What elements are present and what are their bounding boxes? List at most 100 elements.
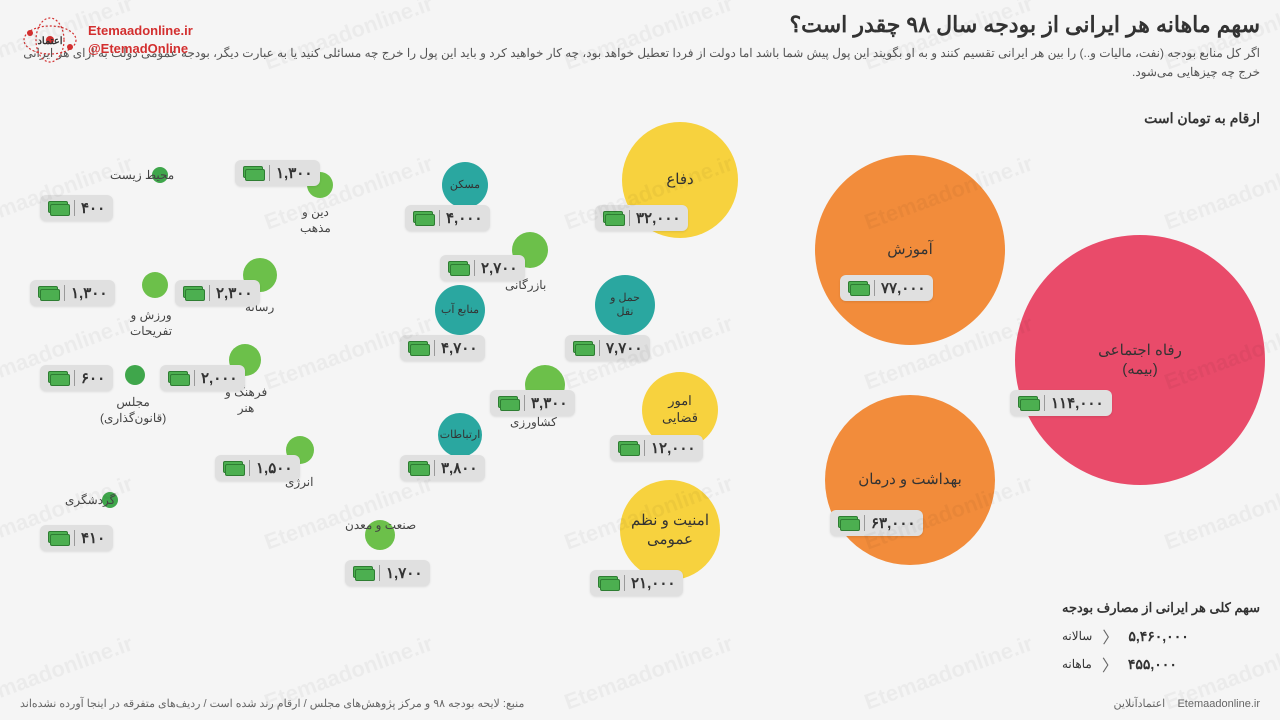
bubble-label-env: محیط زیست [110, 168, 174, 184]
value-text-comms: ۳,۸۰۰ [441, 459, 477, 477]
money-icon [408, 461, 428, 475]
bubble-transport: حمل و نقل [595, 275, 655, 335]
summary-monthly-value: ۴۵۵,۰۰۰ [1128, 656, 1177, 673]
value-text-tourism: ۴۱۰ [81, 529, 105, 547]
bubble-education: آموزش [815, 155, 1005, 345]
bubble-label-tourism: گردشگری [65, 493, 115, 509]
money-icon [38, 286, 58, 300]
summary-block: سهم کلی هر ایرانی از مصارف بودجه ۵,۴۶۰,۰… [1062, 600, 1260, 680]
value-text-education: ۷۷,۰۰۰ [881, 279, 925, 297]
bubble-label-parliament: مجلس (قانون‌گذاری) [100, 395, 166, 426]
value-badge-parliament: ۶۰۰ [40, 365, 113, 391]
bubble-health: بهداشت و درمان [825, 395, 995, 565]
bubble-comms: ارتباطات [438, 413, 482, 457]
value-badge-sports: ۱,۳۰۰ [30, 280, 115, 306]
value-text-defense: ۳۲,۰۰۰ [636, 209, 680, 227]
value-badge-energy: ۱,۵۰۰ [215, 455, 300, 481]
value-text-industry: ۱,۷۰۰ [386, 564, 422, 582]
value-badge-housing: ۴,۰۰۰ [405, 205, 490, 231]
value-badge-tourism: ۴۱۰ [40, 525, 113, 551]
bubble-label-religion: دین و مذهب [300, 205, 331, 236]
value-text-transport: ۷,۷۰۰ [606, 339, 642, 357]
value-text-housing: ۴,۰۰۰ [446, 209, 482, 227]
value-text-energy: ۱,۵۰۰ [256, 459, 292, 477]
value-text-culture: ۲,۰۰۰ [201, 369, 237, 387]
money-icon [573, 341, 593, 355]
money-icon [408, 341, 428, 355]
value-text-welfare: ۱۱۴,۰۰۰ [1051, 394, 1104, 412]
bubble-welfare: رفاه اجتماعی (بیمه) [1015, 235, 1265, 485]
value-badge-env: ۴۰۰ [40, 195, 113, 221]
summary-yearly-value: ۵,۴۶۰,۰۰۰ [1128, 628, 1188, 645]
money-icon [848, 281, 868, 295]
bubble-label-sports: ورزش و تفریحات [130, 308, 172, 339]
value-badge-media: ۲,۳۰۰ [175, 280, 260, 306]
value-badge-defense: ۳۲,۰۰۰ [595, 205, 688, 231]
value-text-judicial: ۱۲,۰۰۰ [651, 439, 695, 457]
brand-logo-block: اعتماد Etemaadonline.ir @EtemadOnline [20, 15, 193, 65]
svg-text:اعتماد: اعتماد [37, 36, 62, 47]
value-badge-religion: ۱,۳۰۰ [235, 160, 320, 186]
bubble-housing: مسکن [442, 162, 488, 208]
value-badge-industry: ۱,۷۰۰ [345, 560, 430, 586]
value-badge-trade: ۲,۷۰۰ [440, 255, 525, 281]
footer: اعتمادآنلاین Etemaadonline.ir منبع: لایح… [20, 697, 1260, 710]
summary-monthly-label: ماهانه [1062, 657, 1092, 671]
brand-handle: @EtemadOnline [88, 40, 193, 58]
money-icon [618, 441, 638, 455]
money-icon [1018, 396, 1038, 410]
value-badge-security: ۲۱,۰۰۰ [590, 570, 683, 596]
bubble-security: امنیت و نظم عمومی [620, 480, 720, 580]
footer-brand-fa: اعتمادآنلاین [1114, 698, 1166, 710]
bubble-sports [142, 272, 168, 298]
money-icon [353, 566, 373, 580]
bubble-water: منابع آب [435, 285, 485, 335]
value-text-sports: ۱,۳۰۰ [71, 284, 107, 302]
money-icon [603, 211, 623, 225]
page-title: سهم ماهانه هر ایرانی از بودجه سال ۹۸ چقد… [20, 12, 1260, 38]
value-badge-health: ۶۳,۰۰۰ [830, 510, 923, 536]
chevron-icon: 〈 [1102, 652, 1118, 676]
value-badge-education: ۷۷,۰۰۰ [840, 275, 933, 301]
summary-yearly-label: سالانه [1062, 629, 1092, 643]
value-text-agri: ۳,۳۰۰ [531, 394, 567, 412]
bubble-label-industry: صنعت و معدن [345, 518, 416, 534]
value-text-security: ۲۱,۰۰۰ [631, 574, 675, 592]
value-text-parliament: ۶۰۰ [81, 369, 105, 387]
money-icon [838, 516, 858, 530]
value-text-trade: ۲,۷۰۰ [481, 259, 517, 277]
bubble-parliament [125, 365, 145, 385]
money-icon [448, 261, 468, 275]
value-badge-comms: ۳,۸۰۰ [400, 455, 485, 481]
footer-site: Etemaadonline.ir [1177, 698, 1260, 710]
brand-logo-icon: اعتماد [20, 15, 80, 65]
money-icon [243, 166, 263, 180]
value-badge-culture: ۲,۰۰۰ [160, 365, 245, 391]
bubble-label-agri: کشاورزی [510, 415, 557, 431]
value-badge-agri: ۳,۳۰۰ [490, 390, 575, 416]
value-badge-welfare: ۱۱۴,۰۰۰ [1010, 390, 1112, 416]
money-icon [498, 396, 518, 410]
value-badge-water: ۴,۷۰۰ [400, 335, 485, 361]
value-text-water: ۴,۷۰۰ [441, 339, 477, 357]
money-icon [48, 201, 68, 215]
value-text-media: ۲,۳۰۰ [216, 284, 252, 302]
summary-header: سهم کلی هر ایرانی از مصارف بودجه [1062, 600, 1260, 616]
chevron-icon: 〈 [1102, 624, 1118, 648]
money-icon [168, 371, 188, 385]
money-icon [48, 371, 68, 385]
money-icon [48, 531, 68, 545]
money-icon [183, 286, 203, 300]
value-text-religion: ۱,۳۰۰ [276, 164, 312, 182]
brand-site-url: Etemaadonline.ir [88, 22, 193, 40]
value-badge-transport: ۷,۷۰۰ [565, 335, 650, 361]
value-text-health: ۶۳,۰۰۰ [871, 514, 915, 532]
money-icon [413, 211, 433, 225]
bubble-canvas: رفاه اجتماعی (بیمه)۱۱۴,۰۰۰ آموزش۷۷,۰۰۰ بهد… [0, 130, 1280, 680]
value-badge-judicial: ۱۲,۰۰۰ [610, 435, 703, 461]
footer-source: منبع: لایحه بودجه ۹۸ و مرکز پژوهش‌های مج… [20, 697, 524, 710]
currency-note: ارقام به تومان است [1144, 110, 1260, 127]
page-subtitle: اگر کل منابع بودجه (نفت، مالیات و..) را … [20, 44, 1260, 82]
money-icon [223, 461, 243, 475]
money-icon [598, 576, 618, 590]
